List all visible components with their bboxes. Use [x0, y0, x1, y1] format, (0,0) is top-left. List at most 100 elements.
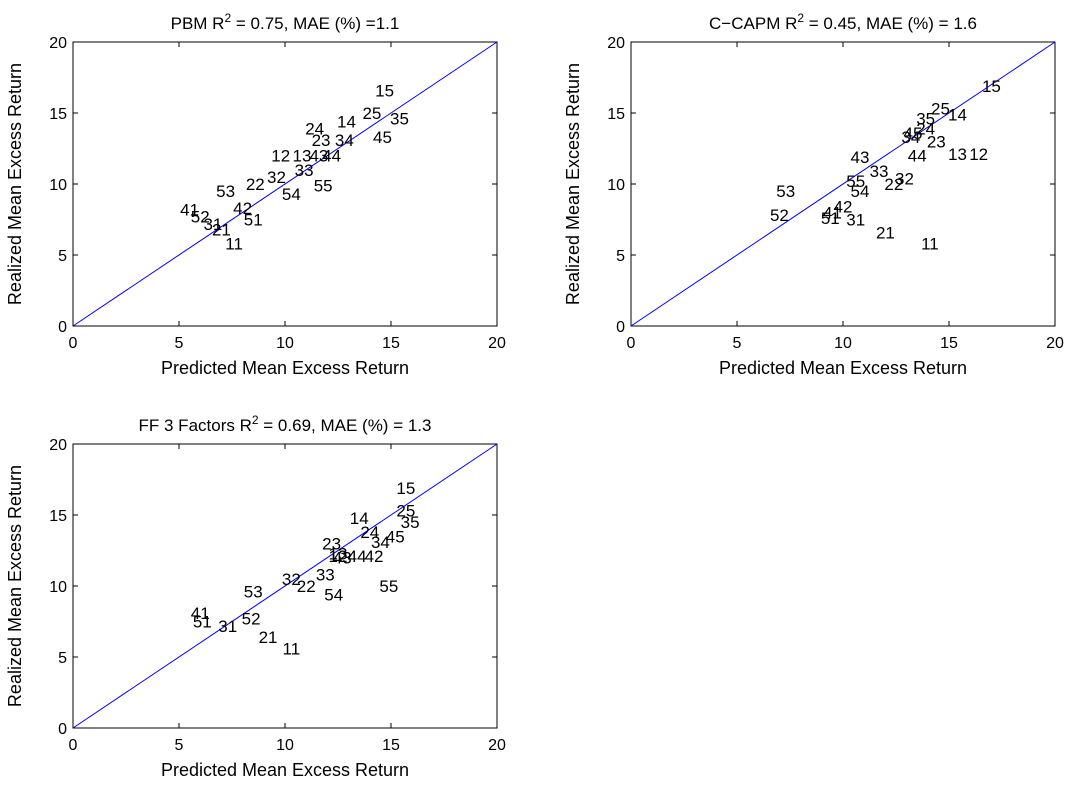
x-tick-label: 15	[382, 335, 400, 352]
point-53: 53	[216, 182, 235, 201]
point-21: 21	[259, 628, 278, 647]
x-axis-label: Predicted Mean Excess Return	[161, 358, 409, 378]
reference-line	[72, 41, 498, 327]
point-22: 22	[297, 577, 316, 596]
point-23: 23	[927, 132, 946, 151]
point-45: 45	[373, 128, 392, 147]
y-tick-label: 10	[49, 177, 67, 194]
point-21: 21	[212, 220, 231, 239]
y-tick-label: 0	[58, 319, 67, 336]
point-12: 12	[329, 547, 348, 566]
point-14: 14	[948, 105, 967, 124]
y-tick-label: 20	[49, 437, 67, 454]
point-51: 51	[821, 209, 840, 228]
x-tick-label: 20	[488, 737, 506, 754]
point-22: 22	[884, 175, 903, 194]
point-15: 15	[982, 77, 1001, 96]
y-tick-label: 15	[607, 106, 625, 123]
x-tick-label: 10	[834, 335, 852, 352]
point-53: 53	[776, 182, 795, 201]
point-11: 11	[921, 235, 939, 254]
y-tick-label: 15	[49, 106, 67, 123]
point-32: 32	[895, 169, 914, 188]
point-32: 32	[282, 570, 301, 589]
point-21: 21	[876, 223, 895, 242]
point-15: 15	[375, 81, 394, 100]
point-11: 11	[283, 639, 301, 658]
point-55: 55	[846, 172, 865, 191]
y-tick-label: 20	[49, 35, 67, 52]
point-14: 14	[337, 113, 356, 132]
point-51: 51	[193, 613, 212, 632]
point-13: 13	[292, 147, 311, 166]
chart-title: C−CAPM R2 = 0.45, MAE (%) = 1.6	[709, 11, 977, 33]
point-23: 23	[312, 131, 331, 150]
point-33: 33	[295, 161, 314, 180]
y-tick-label: 10	[49, 579, 67, 596]
point-52: 52	[191, 208, 210, 227]
point-52: 52	[242, 610, 261, 629]
point-53: 53	[244, 583, 263, 602]
chart-title: PBM R2 = 0.75, MAE (%) =1.1	[171, 11, 400, 33]
point-54: 54	[850, 182, 869, 201]
y-tick-label: 10	[607, 177, 625, 194]
point-31: 31	[846, 211, 865, 230]
x-tick-label: 0	[627, 335, 636, 352]
point-43: 43	[850, 148, 869, 167]
point-41: 41	[191, 604, 210, 623]
x-tick-label: 5	[733, 335, 742, 352]
point-34: 34	[371, 533, 390, 552]
point-13: 13	[948, 145, 967, 164]
point-15: 15	[396, 479, 415, 498]
x-tick-label: 15	[382, 737, 400, 754]
x-tick-label: 20	[488, 335, 506, 352]
x-tick-label: 5	[175, 737, 184, 754]
y-axis-label: Realized Mean Excess Return	[5, 465, 25, 707]
point-55: 55	[314, 176, 333, 195]
y-tick-label: 0	[58, 721, 67, 738]
point-32: 32	[267, 168, 286, 187]
point-45: 45	[386, 527, 405, 546]
point-41: 41	[823, 203, 842, 222]
y-tick-label: 20	[607, 35, 625, 52]
point-25: 25	[362, 104, 381, 123]
point-43: 43	[333, 549, 352, 568]
point-24: 24	[916, 120, 935, 139]
point-31: 31	[203, 215, 222, 234]
x-tick-label: 20	[1046, 335, 1064, 352]
x-axis-label: Predicted Mean Excess Return	[719, 358, 967, 378]
point-45: 45	[903, 124, 922, 143]
reference-line	[630, 41, 1056, 327]
y-tick-label: 0	[616, 319, 625, 336]
reference-line	[72, 443, 498, 729]
y-tick-label: 5	[58, 248, 67, 265]
point-25: 25	[396, 502, 415, 521]
point-14: 14	[350, 509, 369, 528]
x-axis-label: Predicted Mean Excess Return	[161, 760, 409, 780]
point-12: 12	[271, 147, 290, 166]
point-42: 42	[365, 547, 384, 566]
point-44: 44	[348, 547, 367, 566]
point-22: 22	[246, 175, 265, 194]
point-42: 42	[834, 198, 853, 217]
point-13: 13	[329, 544, 348, 563]
point-35: 35	[401, 513, 420, 532]
chart-title: FF 3 Factors R2 = 0.69, MAE (%) = 1.3	[139, 413, 432, 435]
point-35: 35	[390, 110, 409, 129]
point-33: 33	[316, 566, 335, 585]
x-tick-label: 5	[175, 335, 184, 352]
point-43: 43	[309, 147, 328, 166]
point-41: 41	[180, 201, 199, 220]
point-35: 35	[916, 110, 935, 129]
x-tick-label: 0	[69, 335, 78, 352]
point-51: 51	[244, 211, 263, 230]
point-25: 25	[931, 100, 950, 119]
point-54: 54	[282, 185, 301, 204]
point-52: 52	[770, 206, 789, 225]
x-tick-label: 10	[276, 335, 294, 352]
point-44: 44	[908, 147, 927, 166]
y-axis-label: Realized Mean Excess Return	[563, 63, 583, 305]
x-tick-label: 0	[69, 737, 78, 754]
